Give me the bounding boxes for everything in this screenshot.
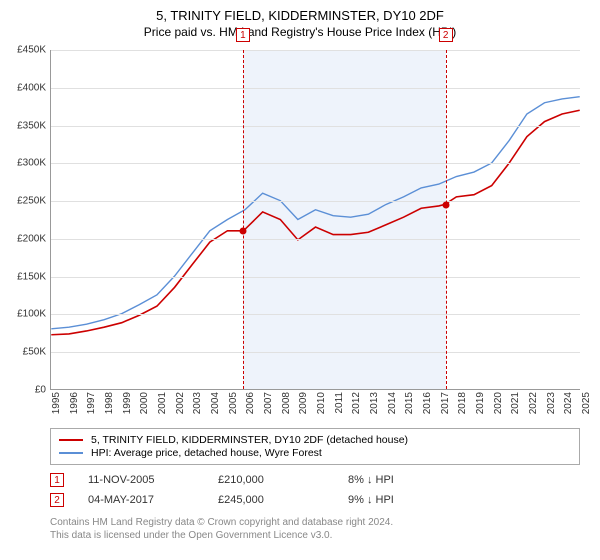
legend-box: 5, TRINITY FIELD, KIDDERMINSTER, DY10 2D…: [50, 428, 580, 465]
y-axis-label: £100K: [2, 309, 46, 320]
sale-row: 1 11-NOV-2005£210,0008% ↓ HPI: [50, 470, 580, 490]
x-axis-label: 2007: [263, 392, 274, 414]
x-axis-label: 1996: [69, 392, 80, 414]
gridline-h: [51, 50, 580, 51]
x-axis-label: 1998: [104, 392, 115, 414]
gridline-h: [51, 163, 580, 164]
title-subtitle: Price paid vs. HM Land Registry's House …: [0, 25, 600, 39]
chart-container: 5, TRINITY FIELD, KIDDERMINSTER, DY10 2D…: [0, 0, 600, 560]
x-axis-label: 2008: [281, 392, 292, 414]
x-axis-label: 2013: [369, 392, 380, 414]
gridline-h: [51, 352, 580, 353]
y-axis-label: £300K: [2, 158, 46, 169]
x-axis-label: 1997: [86, 392, 97, 414]
x-axis-label: 2004: [210, 392, 221, 414]
sale-marker-badge: 1: [236, 28, 250, 42]
x-axis-label: 2019: [475, 392, 486, 414]
x-axis-label: 2025: [581, 392, 592, 414]
y-axis-label: £350K: [2, 120, 46, 131]
chart-lines: [51, 50, 580, 389]
gridline-h: [51, 314, 580, 315]
gridline-h: [51, 126, 580, 127]
x-axis-label: 2015: [404, 392, 415, 414]
chart-titles: 5, TRINITY FIELD, KIDDERMINSTER, DY10 2D…: [0, 0, 600, 39]
x-axis-label: 2005: [228, 392, 239, 414]
sale-row-badge: 2: [50, 493, 64, 507]
gridline-h: [51, 88, 580, 89]
x-axis-label: 2010: [316, 392, 327, 414]
legend-swatch: [59, 439, 83, 441]
sale-marker-dot: [239, 228, 246, 235]
sale-price: £210,000: [218, 474, 348, 486]
sale-price: £245,000: [218, 494, 348, 506]
x-axis-label: 2012: [351, 392, 362, 414]
x-axis-label: 2006: [245, 392, 256, 414]
y-axis-label: £250K: [2, 196, 46, 207]
attribution-line-1: Contains HM Land Registry data © Crown c…: [50, 516, 580, 529]
x-axis-label: 2003: [192, 392, 203, 414]
gridline-h: [51, 277, 580, 278]
sale-marker-line: [243, 50, 244, 389]
gridline-h: [51, 201, 580, 202]
sale-diff: 9% ↓ HPI: [348, 494, 478, 506]
plot-area: £0£50K£100K£150K£200K£250K£300K£350K£400…: [50, 50, 580, 390]
x-axis-label: 2009: [298, 392, 309, 414]
legend-item: 5, TRINITY FIELD, KIDDERMINSTER, DY10 2D…: [59, 434, 571, 446]
attribution-line-2: This data is licensed under the Open Gov…: [50, 529, 580, 542]
x-axis-label: 2021: [510, 392, 521, 414]
y-axis-label: £50K: [2, 347, 46, 358]
x-axis-label: 2018: [457, 392, 468, 414]
series-line-property: [51, 110, 579, 335]
sale-row-badge: 1: [50, 473, 64, 487]
y-axis-label: £450K: [2, 45, 46, 56]
attribution-text: Contains HM Land Registry data © Crown c…: [50, 516, 580, 542]
sale-row: 2 04-MAY-2017£245,0009% ↓ HPI: [50, 490, 580, 510]
sale-marker-line: [446, 50, 447, 389]
y-axis-label: £0: [2, 385, 46, 396]
x-axis-label: 1995: [51, 392, 62, 414]
x-axis-label: 2000: [139, 392, 150, 414]
sale-date: 04-MAY-2017: [88, 494, 218, 506]
x-axis-label: 2011: [334, 392, 345, 414]
x-axis-label: 2014: [387, 392, 398, 414]
sale-date: 11-NOV-2005: [88, 474, 218, 486]
y-axis-label: £200K: [2, 233, 46, 244]
legend-item: HPI: Average price, detached house, Wyre…: [59, 447, 571, 459]
sale-diff: 8% ↓ HPI: [348, 474, 478, 486]
legend-label: HPI: Average price, detached house, Wyre…: [91, 447, 322, 459]
x-axis-label: 2020: [493, 392, 504, 414]
x-axis-label: 2023: [546, 392, 557, 414]
legend-swatch: [59, 452, 83, 454]
sales-table: 1 11-NOV-2005£210,0008% ↓ HPI 2 04-MAY-2017…: [50, 470, 580, 510]
x-axis-label: 1999: [122, 392, 133, 414]
legend-label: 5, TRINITY FIELD, KIDDERMINSTER, DY10 2D…: [91, 434, 408, 446]
x-axis-label: 2001: [157, 392, 168, 414]
sale-marker-dot: [442, 201, 449, 208]
x-axis-label: 2022: [528, 392, 539, 414]
x-axis-label: 2002: [175, 392, 186, 414]
series-line-hpi: [51, 97, 579, 329]
x-axis-label: 2017: [440, 392, 451, 414]
x-axis-label: 2016: [422, 392, 433, 414]
sale-marker-badge: 2: [439, 28, 453, 42]
y-axis-label: £150K: [2, 271, 46, 282]
x-axis-label: 2024: [563, 392, 574, 414]
y-axis-label: £400K: [2, 82, 46, 93]
title-address: 5, TRINITY FIELD, KIDDERMINSTER, DY10 2D…: [0, 8, 600, 23]
gridline-h: [51, 239, 580, 240]
